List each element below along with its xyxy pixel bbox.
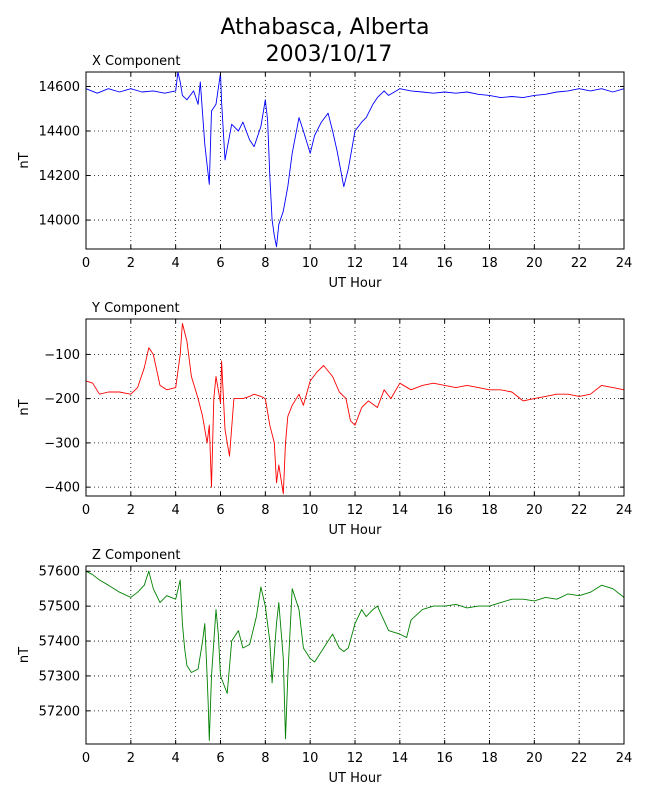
x-tick-label: 6	[216, 751, 224, 766]
y-tick-label: 57500	[39, 600, 80, 615]
y-x-axis-label: UT Hour	[329, 523, 383, 538]
y-y-axis-label: nT	[17, 399, 32, 415]
y-tick-label: 14200	[39, 169, 80, 184]
y-tick-label: −300	[44, 436, 80, 451]
x-tick-label: 20	[526, 751, 543, 766]
x-tick-label: 4	[172, 256, 180, 271]
x-component-series-line	[85, 71, 625, 248]
z-component-title: Z Component	[92, 548, 181, 563]
x-x-axis-label: UT Hour	[329, 276, 383, 291]
y-tick-label: 57600	[39, 565, 80, 580]
x-tick-label: 2	[127, 503, 135, 518]
x-tick-label: 10	[302, 256, 319, 271]
z-component-panel: 0 2 4 6 8 10 12 14 16 18 20 22 245720057300574005750…	[17, 548, 632, 786]
y-tick-label: −400	[44, 481, 80, 496]
figure-title-line2: 2003/10/17	[266, 42, 393, 67]
x-tick-label: 20	[526, 503, 543, 518]
x-tick-label: 12	[347, 503, 364, 518]
x-tick-label: 18	[481, 751, 498, 766]
x-tick-label: 8	[261, 751, 269, 766]
y-tick-label: 57300	[39, 669, 80, 684]
x-tick-label: 10	[302, 751, 319, 766]
y-component-series-line	[85, 322, 625, 495]
y-tick-label: 14600	[39, 80, 80, 95]
z-y-axis-label: nT	[17, 647, 32, 663]
x-tick-label: 0	[82, 256, 90, 271]
y-component-title: Y Component	[91, 301, 180, 316]
x-tick-label: 22	[571, 256, 588, 271]
x-tick-label: 6	[216, 503, 224, 518]
z-x-axis-label: UT Hour	[329, 771, 383, 786]
x-tick-label: 22	[571, 751, 588, 766]
y-tick-label: −200	[44, 392, 80, 407]
x-tick-label: 12	[347, 751, 364, 766]
x-tick-label: 16	[436, 256, 453, 271]
x-component-title: X Component	[92, 54, 181, 69]
y-tick-label: −100	[44, 348, 80, 363]
x-tick-label: 0	[82, 503, 90, 518]
x-tick-label: 10	[302, 503, 319, 518]
x-tick-label: 20	[526, 256, 543, 271]
x-tick-label: 24	[616, 256, 633, 271]
x-tick-label: 16	[436, 503, 453, 518]
x-tick-label: 14	[392, 751, 409, 766]
x-tick-label: 18	[481, 503, 498, 518]
z-component-series-line	[85, 570, 625, 741]
x-tick-label: 4	[172, 751, 180, 766]
x-tick-label: 12	[347, 256, 364, 271]
x-tick-label: 0	[82, 751, 90, 766]
x-tick-label: 2	[127, 751, 135, 766]
x-tick-label: 8	[261, 256, 269, 271]
y-tick-label: 14400	[39, 125, 80, 140]
x-y-axis-label: nT	[17, 152, 32, 168]
x-tick-label: 2	[127, 256, 135, 271]
x-tick-label: 14	[392, 503, 409, 518]
figure-title-line1: Athabasca, Alberta	[221, 15, 430, 40]
x-tick-label: 6	[216, 256, 224, 271]
y-tick-label: 57200	[39, 704, 80, 719]
x-tick-label: 8	[261, 503, 269, 518]
y-tick-label: 57400	[39, 635, 80, 650]
y-tick-label: 14000	[39, 214, 80, 229]
x-tick-label: 24	[616, 751, 633, 766]
x-tick-label: 18	[481, 256, 498, 271]
x-tick-label: 4	[172, 503, 180, 518]
x-tick-label: 24	[616, 503, 633, 518]
x-component-panel: 0 2 4 6 8 10 12 14 16 18 20 22 241400014200144001460…	[17, 54, 632, 291]
x-tick-label: 22	[571, 503, 588, 518]
x-tick-label: 14	[392, 256, 409, 271]
x-tick-label: 16	[436, 751, 453, 766]
